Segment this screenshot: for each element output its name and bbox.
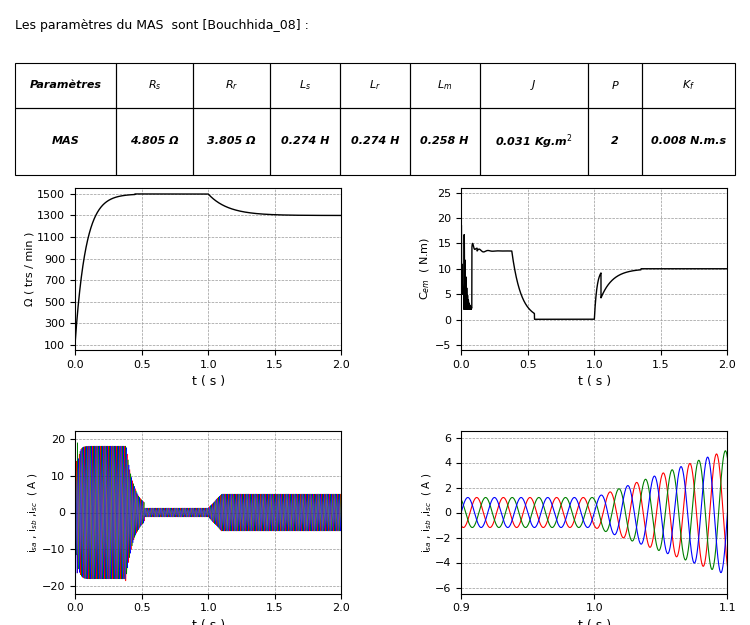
Text: 0.274 H: 0.274 H — [351, 136, 399, 146]
Text: $R_s$: $R_s$ — [148, 78, 161, 92]
Text: $L_m$: $L_m$ — [437, 78, 452, 92]
Y-axis label: C$_{em}$  ( N.m): C$_{em}$ ( N.m) — [419, 238, 432, 300]
Text: $L_r$: $L_r$ — [369, 78, 381, 92]
X-axis label: t ( s ): t ( s ) — [191, 619, 225, 625]
Text: $R_r$: $R_r$ — [225, 78, 238, 92]
Text: 3.805 Ω: 3.805 Ω — [208, 136, 256, 146]
Text: Les paramètres du MAS  sont [Bouchhida_08] :: Les paramètres du MAS sont [Bouchhida_08… — [15, 19, 309, 32]
Y-axis label: Ω ( trs / min ): Ω ( trs / min ) — [25, 231, 34, 306]
Text: 0.008 N.m.s: 0.008 N.m.s — [651, 136, 726, 146]
Text: $P$: $P$ — [610, 79, 620, 91]
Text: MAS: MAS — [52, 136, 80, 146]
Text: 2: 2 — [611, 136, 619, 146]
Y-axis label: i$_{sa}$ , i$_{sb}$ ,i$_{sc}$  ( A ): i$_{sa}$ , i$_{sb}$ ,i$_{sc}$ ( A ) — [420, 472, 434, 552]
Text: 4.805 Ω: 4.805 Ω — [130, 136, 178, 146]
Text: $L_s$: $L_s$ — [299, 78, 311, 92]
Text: 0.274 H: 0.274 H — [281, 136, 329, 146]
Text: $K_f$: $K_f$ — [682, 78, 695, 92]
Text: $J$: $J$ — [530, 78, 537, 92]
X-axis label: t ( s ): t ( s ) — [191, 375, 225, 388]
Text: 0.031 Kg.m$^2$: 0.031 Kg.m$^2$ — [495, 132, 572, 151]
Text: 0.258 H: 0.258 H — [421, 136, 469, 146]
Text: Paramètres: Paramètres — [29, 80, 101, 90]
X-axis label: t ( s ): t ( s ) — [578, 375, 611, 388]
Y-axis label: i$_{sa}$ , i$_{sb}$ ,i$_{sc}$  ( A ): i$_{sa}$ , i$_{sb}$ ,i$_{sc}$ ( A ) — [27, 472, 40, 552]
X-axis label: t ( s ): t ( s ) — [578, 619, 611, 625]
